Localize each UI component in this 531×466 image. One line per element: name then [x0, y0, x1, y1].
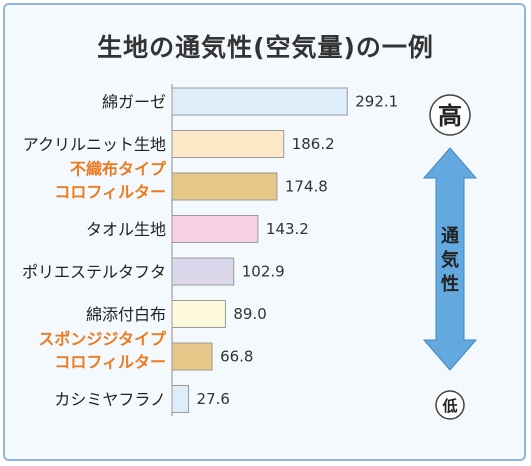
scale-label-char-1: 気 [441, 249, 459, 271]
category-label-5: 綿添付白布 [86, 305, 166, 324]
category-label-6-line-1: コロフィルター [54, 353, 166, 372]
category-label-2-line-0: 不織布タイプ [70, 160, 167, 179]
value-label-0: 292.1 [355, 93, 398, 111]
category-label-0: 綿ガーゼ [102, 93, 166, 112]
bar-0 [171, 87, 348, 116]
value-label-3: 143.2 [266, 220, 309, 238]
low-label: 低 [441, 397, 457, 415]
high-badge [429, 94, 471, 136]
category-label-3: タオル生地 [86, 220, 166, 239]
bar-2 [171, 172, 278, 201]
value-label-5: 89.0 [233, 305, 266, 323]
category-label-6-line-0: スポンジジタイプ [38, 330, 167, 349]
category-label-4: ポリエステルタフタ [22, 263, 166, 282]
bar-3 [171, 215, 259, 243]
bar-4 [171, 257, 235, 286]
low-badge [435, 390, 465, 420]
value-label-2: 174.8 [285, 178, 328, 196]
chart-title: 生地の通気性(空気量)の一例 [97, 33, 434, 62]
value-label-4: 102.9 [242, 263, 285, 281]
value-label-7: 27.6 [197, 390, 230, 408]
category-label-7: カシミヤフラノ [54, 390, 166, 409]
bar-6 [171, 342, 213, 371]
scale-label-char-2: 性 [441, 273, 459, 295]
high-label: 高 [438, 102, 462, 130]
bar-1 [171, 130, 285, 158]
bar-5 [171, 300, 226, 328]
double-arrow-icon [422, 147, 478, 371]
category-label-1: アクリルニット生地 [23, 135, 166, 154]
value-label-6: 66.8 [220, 348, 253, 366]
category-label-2-line-1: コロフィルター [54, 183, 166, 202]
breathability-scale: 高 低 通気性 [422, 94, 478, 420]
scale-label-char-0: 通 [441, 226, 459, 247]
bar-7 [171, 385, 190, 413]
value-label-1: 186.2 [292, 135, 335, 153]
